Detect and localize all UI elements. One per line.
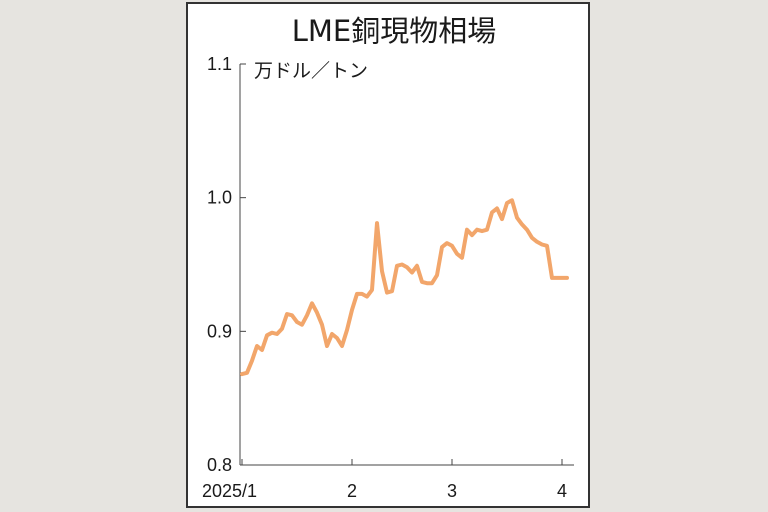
y-tick-label: 1.1: [207, 54, 232, 74]
copper-price-chart: LME銅現物相場 万ドル／トン 0.8 0.9 1.0 1.1 2025/1 2 3 4: [202, 14, 574, 501]
y-tick-label: 0.9: [207, 321, 232, 341]
copper-price-line: [240, 198, 569, 377]
unit-label: 万ドル／トン: [254, 60, 368, 82]
x-tick-label: 2025/1: [202, 481, 257, 501]
y-tick-label: 1.0: [207, 188, 232, 208]
y-tick-label: 0.8: [207, 455, 232, 475]
y-axis-ticks: 0.8 0.9 1.0 1.1: [207, 54, 246, 475]
x-tick-label: 4: [557, 481, 567, 501]
chart-panel: LME銅現物相場 万ドル／トン 0.8 0.9 1.0 1.1 2025/1 2 3 4: [186, 2, 590, 508]
x-axis-ticks: 2025/1 2 3 4: [202, 459, 567, 501]
chart-title: LME銅現物相場: [292, 14, 497, 48]
x-tick-label: 3: [447, 481, 457, 501]
x-tick-label: 2: [347, 481, 357, 501]
